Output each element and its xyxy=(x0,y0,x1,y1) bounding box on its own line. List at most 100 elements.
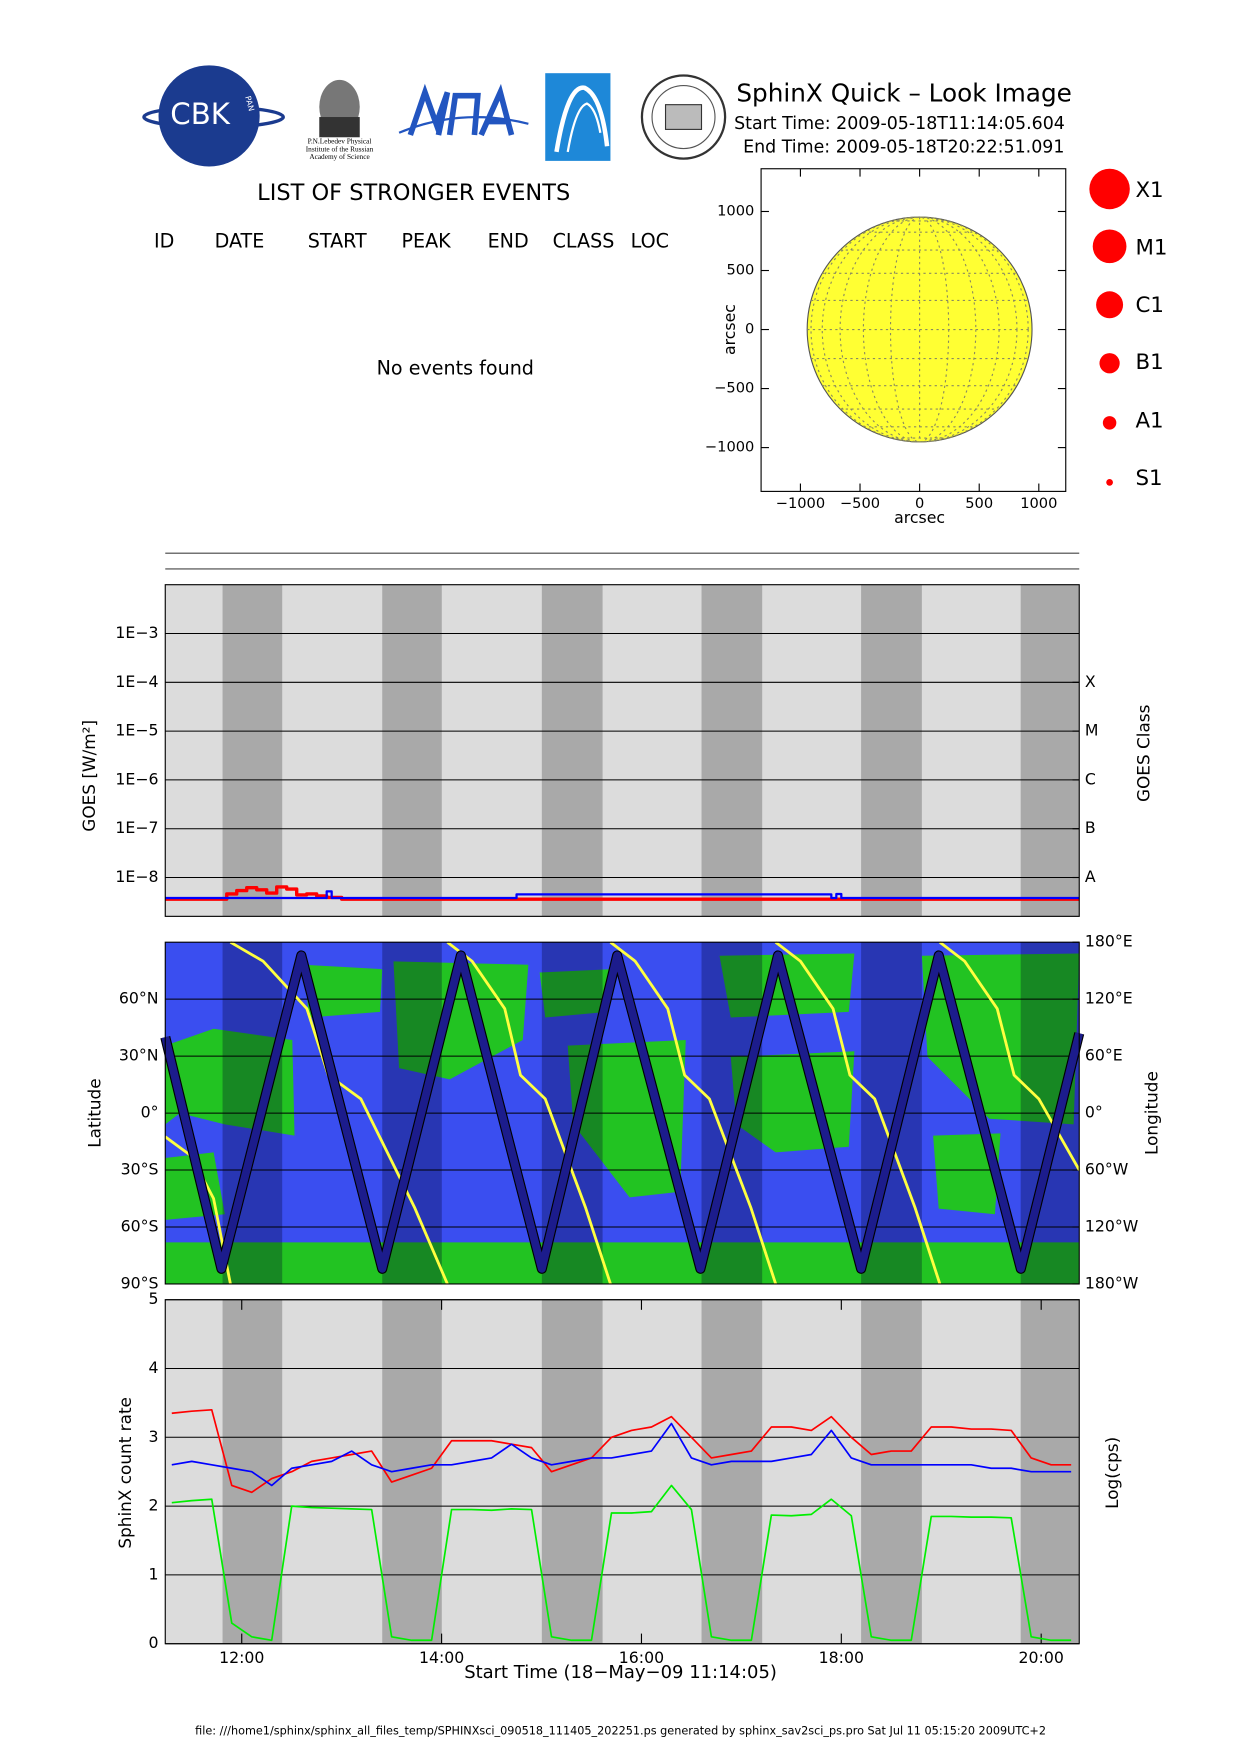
x-tick-label: 16:00 xyxy=(619,1648,664,1667)
events-column: CLASS xyxy=(553,229,615,252)
events-column: START xyxy=(308,229,367,252)
end-time: End Time: 2009-05-18T20:22:51.091 xyxy=(743,137,1064,157)
events-column: DATE xyxy=(215,229,265,252)
logo-seal-building xyxy=(664,104,703,130)
logo-arc xyxy=(554,85,610,153)
y-tick-label: 2 xyxy=(148,1496,158,1515)
y-axis-label: SphinX count rate xyxy=(115,1397,135,1549)
series-line xyxy=(171,1422,1072,1487)
y-tick-label: 1E−6 xyxy=(115,769,158,788)
plot-layer: −1000 −500 0 500 1000−1000−500050010001E−31E… xyxy=(115,168,1139,1667)
land xyxy=(921,953,1080,1125)
legend-label: S1 xyxy=(1135,466,1162,491)
logo-text: Academy of Science xyxy=(309,152,369,161)
y-tick-label: 3 xyxy=(148,1427,158,1446)
logo-globe xyxy=(158,65,260,167)
y-tick-label: 1E−4 xyxy=(115,672,158,691)
land xyxy=(165,1242,1080,1284)
events-column: END xyxy=(488,229,529,252)
logo-seal-ring xyxy=(651,84,716,150)
footer: file: ///home1/sphinx/sphinx_all_files_t… xyxy=(195,1724,1046,1737)
series-line xyxy=(161,951,1084,1273)
legend-symbol xyxy=(1092,229,1127,264)
logo-portrait xyxy=(319,117,360,138)
plot-frame xyxy=(164,1299,1080,1645)
plot-frame xyxy=(164,584,1080,917)
y2-tick-label: 180°W xyxy=(1085,1273,1139,1292)
x-tick-label: −500 xyxy=(840,495,880,512)
y-tick-label: 1 xyxy=(148,1564,158,1583)
y2-tick-label: X xyxy=(1085,672,1096,691)
x-tick-label: 0 xyxy=(915,495,924,512)
shaded-interval xyxy=(222,584,283,917)
logo-text: PAN xyxy=(243,95,256,112)
y-tick-label: 30°N xyxy=(119,1046,159,1065)
y-tick-label: 1E−3 xyxy=(115,623,158,642)
y2-tick-label: 60°E xyxy=(1085,1046,1123,1065)
legend-label: A1 xyxy=(1135,409,1163,434)
y2-tick-label: 120°E xyxy=(1085,989,1133,1008)
legend-symbol xyxy=(1102,416,1117,430)
y2-tick-label: 180°E xyxy=(1085,932,1133,951)
land xyxy=(393,961,529,1080)
shaded-interval xyxy=(541,584,603,917)
x-tick-label: 1000 xyxy=(1020,495,1057,512)
x-tick-label: 12:00 xyxy=(219,1648,264,1667)
y-tick-label: 4 xyxy=(148,1358,158,1377)
y2-tick-label: 60°W xyxy=(1085,1160,1129,1179)
y-axis-label: arcsec xyxy=(720,304,739,355)
events-column: ID xyxy=(154,229,174,252)
y-tick-label: 30°S xyxy=(121,1160,159,1179)
y-tick-label: 500 xyxy=(726,262,754,279)
legend-label: X1 xyxy=(1135,178,1163,203)
y-tick-label: 1E−7 xyxy=(115,818,158,837)
series-line xyxy=(171,1484,1072,1642)
y2-tick-label: 0° xyxy=(1085,1103,1103,1122)
events-column: PEAK xyxy=(401,229,451,252)
y-tick-label: 60°N xyxy=(119,989,159,1008)
shaded-interval xyxy=(861,1299,922,1644)
shaded-interval xyxy=(1020,584,1080,917)
shaded-interval xyxy=(701,1299,763,1644)
logo-text: Institute of the Russian xyxy=(306,144,374,153)
y-tick-label: −500 xyxy=(714,380,754,397)
logo-lebedev: P.N.Lebedev Physical Institute of the Ru… xyxy=(306,79,374,161)
logo-text: P.N.Lebedev Physical xyxy=(308,136,372,145)
logo-stroke xyxy=(398,116,529,134)
y-tick-label: 90°S xyxy=(121,1273,159,1292)
legend-label: C1 xyxy=(1135,293,1163,318)
plot-background xyxy=(165,1299,1080,1644)
legend-label: M1 xyxy=(1135,236,1167,261)
legend-symbol xyxy=(1089,168,1130,210)
y2-tick-label: A xyxy=(1085,867,1096,886)
y-axis-label: Latitude xyxy=(85,1078,105,1147)
events-column: LOC xyxy=(631,229,669,252)
start-time: Start Time: 2009-05-18T11:14:05.604 xyxy=(734,114,1065,134)
plot-background xyxy=(165,584,1080,917)
plot-frame xyxy=(760,168,1067,492)
events-message: No events found xyxy=(377,356,534,379)
logo-stroke xyxy=(478,83,515,137)
series-line xyxy=(171,1408,1072,1494)
legend-label: B1 xyxy=(1135,350,1163,375)
y-tick-label: 0 xyxy=(745,321,754,338)
y2-axis-label: Log(cps) xyxy=(1102,1437,1122,1509)
y-tick-label: −1000 xyxy=(705,439,754,456)
land xyxy=(303,964,383,1018)
x-axis-label: Start Time (18−May−09 11:14:05) xyxy=(464,1662,777,1683)
legend-symbol xyxy=(1106,479,1113,486)
y-axis-label: GOES [W/m²] xyxy=(79,720,99,832)
page-title: SphinX Quick – Look Image xyxy=(736,79,1072,108)
solar-grid xyxy=(807,216,1033,443)
logo-stroke xyxy=(407,83,451,136)
shaded-interval xyxy=(382,584,442,917)
y-tick-label: 0° xyxy=(141,1103,159,1122)
shaded-interval xyxy=(861,584,922,917)
land xyxy=(567,1040,686,1198)
logo-mpa xyxy=(398,83,529,137)
logo-text: CBK xyxy=(170,97,230,131)
land xyxy=(933,1133,1001,1215)
x-tick-label: −1000 xyxy=(776,495,825,512)
